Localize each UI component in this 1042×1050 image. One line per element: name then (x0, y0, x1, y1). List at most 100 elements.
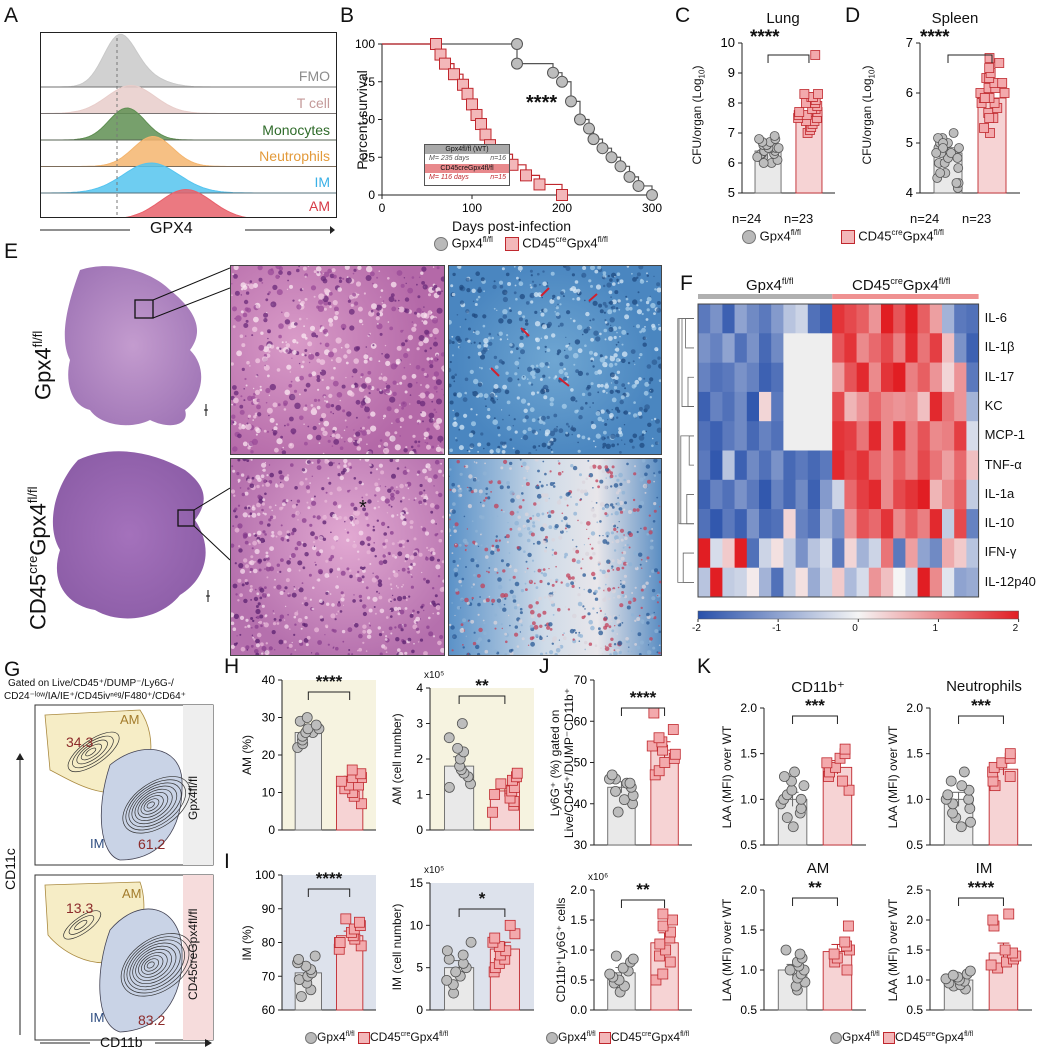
tissue-cell (467, 504, 472, 509)
tissue-cell (324, 400, 326, 402)
tissue-cell (503, 593, 509, 598)
heatmap-cell (917, 362, 931, 393)
tissue-cell (658, 625, 660, 627)
point-ko (660, 944, 672, 956)
k-neutrophils: 0.5 1.0 1.5 2.0 *** Neutrophils LAA (MFI) over… (878, 678, 1038, 865)
point-ko (1004, 771, 1016, 782)
point-ko (335, 775, 347, 787)
tissue-cell (356, 346, 361, 351)
tissue-cell (453, 380, 456, 383)
tissue-cell (428, 631, 434, 637)
tissue-cell (479, 493, 481, 496)
tissue-cell (602, 535, 604, 537)
tissue-cell (436, 307, 443, 314)
tissue-cell (441, 365, 444, 371)
tissue-cell (496, 598, 502, 603)
tissue-cell (592, 365, 595, 368)
tissue-cell (384, 539, 389, 543)
tissue-cell (287, 592, 290, 595)
heatmap-cell (893, 450, 906, 481)
tissue-cell (535, 364, 539, 368)
tissue-cell (522, 418, 527, 423)
tissue-cell (245, 319, 249, 323)
tissue-cell (616, 478, 620, 482)
heatmap-row-label: IL-17 (984, 368, 1015, 384)
tissue-cell (617, 559, 622, 565)
tissue-cell (391, 473, 396, 479)
plot-ytick: 7 (906, 35, 913, 50)
tissue-cell (483, 393, 489, 399)
tissue-cell (435, 425, 441, 430)
tissue-cell (255, 608, 261, 615)
heatmap-cell (734, 479, 748, 510)
tissue-cell (564, 527, 567, 530)
tissue-cell (397, 551, 403, 557)
tissue-cell (427, 477, 433, 483)
tissue-cell (294, 611, 299, 616)
point-wt (780, 944, 792, 956)
tissue-cell (599, 332, 602, 336)
tissue-cell (478, 489, 483, 494)
tissue-cell (631, 272, 633, 275)
tissue-cell (574, 409, 579, 414)
tissue-cell (423, 489, 426, 492)
tissue-cell (583, 588, 585, 591)
tissue-cell (486, 442, 491, 447)
tissue-cell (390, 505, 393, 508)
tissue-cell (243, 598, 248, 604)
tissue-cell (418, 341, 424, 347)
tissue-cell (592, 513, 597, 518)
tissue-cell (624, 443, 626, 445)
point-ko (650, 974, 662, 986)
tissue-cell (622, 550, 627, 555)
tissue-cell (463, 515, 466, 518)
tissue-cell (526, 538, 531, 543)
tissue-cell (534, 310, 538, 314)
tissue-cell (474, 559, 478, 563)
tissue-cell (607, 274, 610, 278)
heatmap-cell (942, 450, 955, 481)
heatmap-cell (942, 304, 955, 334)
tissue-cell (485, 555, 489, 559)
flow-bot-am-value: 13.3 (66, 900, 94, 916)
tissue-cell (245, 283, 248, 285)
tissue-cell (324, 624, 329, 628)
tissue-cell (402, 545, 405, 548)
tissue-cell (332, 380, 339, 387)
tissue-cell (320, 427, 325, 432)
tissue-cell (244, 579, 248, 583)
tissue-cell (599, 607, 601, 610)
tissue-cell (423, 306, 425, 308)
tissue-cell (517, 367, 520, 369)
tissue-cell (636, 304, 639, 307)
tissue-cell (503, 603, 506, 606)
flow-contour (72, 735, 114, 769)
flow-contour (146, 961, 155, 969)
tissue-cell (423, 577, 426, 581)
tissue-cell (509, 461, 513, 466)
tissue-cell (612, 282, 616, 286)
tissue-cell (637, 411, 642, 416)
point-wt (947, 807, 958, 819)
tissue-cell (316, 377, 321, 383)
tissue-cell (259, 388, 263, 392)
tissue-cell (346, 276, 349, 278)
tissue-cell (304, 602, 309, 607)
tissue-cell (647, 479, 651, 484)
tissue-cell (517, 515, 521, 519)
tissue-cell (465, 277, 470, 282)
tissue-cell (626, 332, 629, 335)
tissue-cell (602, 597, 607, 602)
tissue-cell (278, 618, 282, 622)
tissue-cell (382, 303, 387, 309)
tissue-cell (632, 496, 635, 499)
tissue-cell (615, 307, 619, 310)
tissue-cell (580, 406, 584, 410)
tissue-cell (318, 599, 323, 603)
tissue-cell (464, 318, 467, 321)
tissue-cell (397, 596, 403, 602)
tissue-cell (482, 324, 486, 328)
tissue-cell (506, 485, 510, 489)
flow-contour (67, 731, 120, 773)
lung-title: Lung (766, 10, 800, 27)
